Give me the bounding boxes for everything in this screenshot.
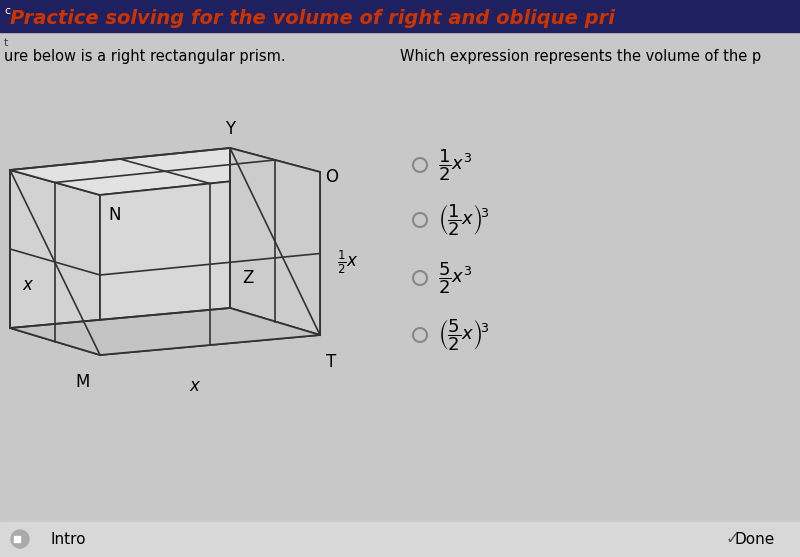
Polygon shape	[10, 148, 320, 195]
Polygon shape	[10, 308, 320, 355]
Text: $\dfrac{5}{2}x^3$: $\dfrac{5}{2}x^3$	[438, 260, 472, 296]
Text: t: t	[4, 38, 8, 48]
Text: M: M	[76, 373, 90, 391]
Polygon shape	[100, 172, 320, 355]
Bar	[0, 522, 800, 557]
Text: Practice solving for the volume of right and oblique pri: Practice solving for the volume of right…	[10, 8, 615, 27]
Text: $\frac{1}{2}x$: $\frac{1}{2}x$	[337, 248, 358, 276]
Text: Z: Z	[242, 269, 254, 287]
Text: O: O	[325, 168, 338, 186]
Text: c: c	[4, 6, 10, 16]
Polygon shape	[10, 170, 100, 355]
Circle shape	[11, 530, 29, 548]
Text: $\left(\dfrac{1}{2}x\right)^{\!3}$: $\left(\dfrac{1}{2}x\right)^{\!3}$	[438, 202, 489, 238]
Text: Y: Y	[225, 120, 235, 138]
Text: Done: Done	[735, 531, 775, 546]
Text: ure below is a right rectangular prism.: ure below is a right rectangular prism.	[4, 48, 286, 63]
Text: T: T	[326, 353, 336, 371]
Polygon shape	[230, 148, 320, 335]
Text: $\left(\dfrac{5}{2}x\right)^{\!3}$: $\left(\dfrac{5}{2}x\right)^{\!3}$	[438, 317, 489, 353]
Text: Which expression represents the volume of the p: Which expression represents the volume o…	[400, 48, 761, 63]
Text: $\dfrac{1}{2}x^3$: $\dfrac{1}{2}x^3$	[438, 147, 472, 183]
Text: N: N	[109, 206, 122, 224]
Text: ✓: ✓	[725, 530, 739, 548]
Polygon shape	[14, 536, 20, 542]
Text: $x$: $x$	[189, 377, 202, 395]
Text: $x$: $x$	[22, 276, 34, 294]
Bar	[0, 0, 800, 32]
Text: Intro: Intro	[50, 531, 86, 546]
